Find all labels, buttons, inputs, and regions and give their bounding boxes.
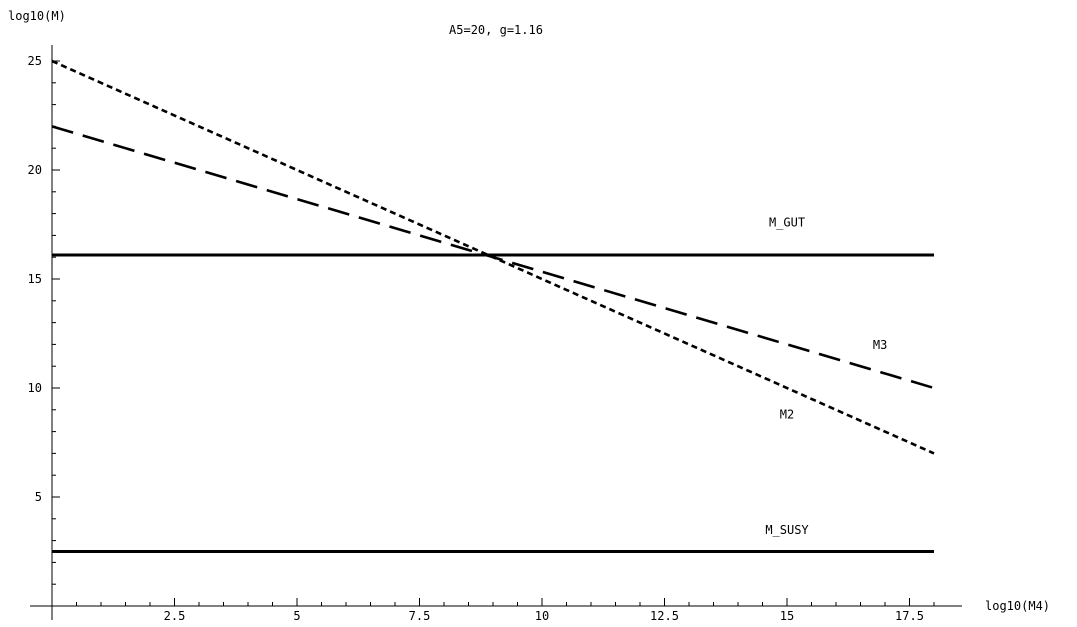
y-tick-label: 20	[28, 163, 42, 177]
annotation-m3: M3	[873, 338, 887, 352]
x-tick-label: 10	[535, 609, 549, 623]
x-tick-label: 15	[780, 609, 794, 623]
x-tick-label: 12.5	[650, 609, 679, 623]
annotation-m2: M2	[780, 408, 794, 422]
x-axis-label: log10(M4)	[985, 599, 1050, 613]
y-tick-label: 10	[28, 381, 42, 395]
x-tick-label: 2.5	[164, 609, 186, 623]
y-axis-label: log10(M)	[8, 9, 66, 23]
y-tick-label: 15	[28, 272, 42, 286]
x-tick-label: 5	[293, 609, 300, 623]
y-tick-label: 5	[35, 490, 42, 504]
series-line-m3	[51, 125, 935, 390]
annotation-m-susy: M_SUSY	[765, 523, 809, 537]
x-tick-label: 17.5	[895, 609, 924, 623]
x-tick-label: 7.5	[409, 609, 431, 623]
annotation-m-gut: M_GUT	[769, 216, 805, 230]
chart-title: A5=20, g=1.16	[449, 23, 543, 37]
y-tick-label: 25	[28, 54, 42, 68]
